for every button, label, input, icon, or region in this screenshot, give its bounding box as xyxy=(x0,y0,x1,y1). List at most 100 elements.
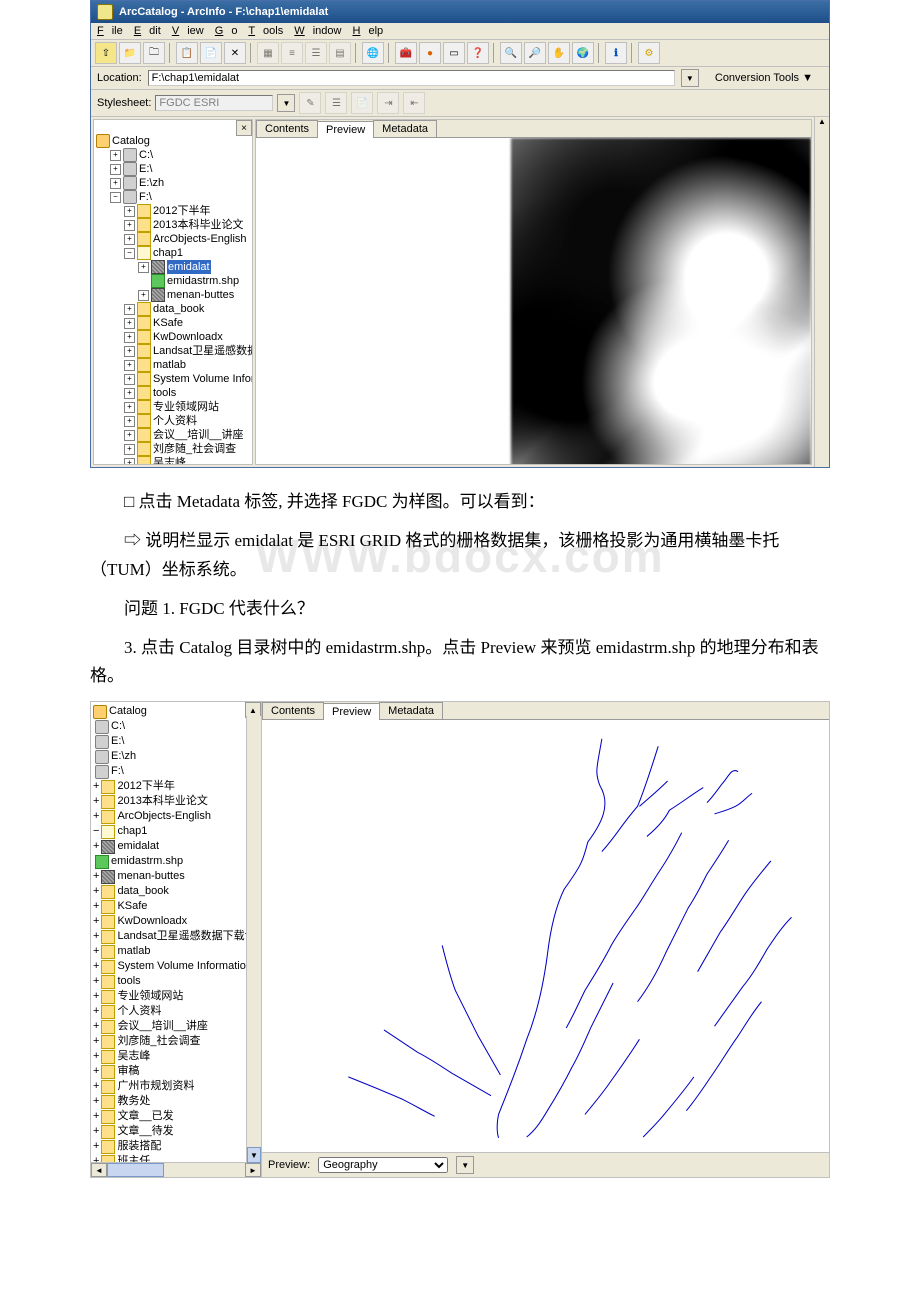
tree-item-emidastrm[interactable]: emidastrm.shp xyxy=(96,274,250,288)
tree-folder[interactable]: +文章__已发 xyxy=(93,1109,259,1124)
identify-icon[interactable]: ℹ xyxy=(605,42,627,64)
menu-go[interactable]: Go xyxy=(215,25,238,37)
tree-drive-ezh[interactable]: +E:\zh xyxy=(96,176,250,190)
tree-folder[interactable]: +ArcObjects-English xyxy=(93,809,259,824)
tree-folder[interactable]: +刘彦随_社会调查 xyxy=(93,1034,259,1049)
tree-folder[interactable]: +System Volume Information xyxy=(93,959,259,974)
tree-drive-e[interactable]: +E:\ xyxy=(96,162,250,176)
pan-icon[interactable]: ✋ xyxy=(548,42,570,64)
geoprocessing-icon[interactable]: ⚙ xyxy=(638,42,660,64)
vscroll-up-icon[interactable]: ▲ xyxy=(814,117,829,467)
tree-folder[interactable]: +吴志峰 xyxy=(96,456,250,465)
metadata-props-icon[interactable]: ☰ xyxy=(325,92,347,114)
tree-folder[interactable]: +2013本科毕业论文 xyxy=(93,794,259,809)
tree-folder[interactable]: +个人资料 xyxy=(96,414,250,428)
tree-folder[interactable]: +tools xyxy=(93,974,259,989)
location-dropdown-icon[interactable]: ▼ xyxy=(681,69,699,87)
tab-contents[interactable]: Contents xyxy=(256,120,318,137)
thumbnails-icon[interactable]: ▤ xyxy=(329,42,351,64)
menu-window[interactable]: Window xyxy=(294,25,341,37)
tree-folder[interactable]: +会议__培训__讲座 xyxy=(93,1019,259,1034)
tree-folder[interactable]: +会议__培训__讲座 xyxy=(96,428,250,442)
toolbox-icon[interactable]: 🧰 xyxy=(395,42,417,64)
tab-preview[interactable]: Preview xyxy=(317,121,374,138)
close-tree-icon[interactable]: × xyxy=(236,120,252,136)
tree-folder-chap1[interactable]: −chap1 xyxy=(96,246,250,260)
tree-item-menan[interactable]: +menan-buttes xyxy=(96,288,250,302)
tree-folder[interactable]: +教务处 xyxy=(93,1094,259,1109)
tree-drive-e[interactable]: E:\ xyxy=(93,734,259,749)
tree-folder[interactable]: +KSafe xyxy=(93,899,259,914)
tree-folder[interactable]: +ArcObjects-English xyxy=(96,232,250,246)
vscroll-down-icon[interactable]: ▼ xyxy=(247,1147,261,1163)
tree-folder[interactable]: +KwDownloadx xyxy=(93,914,259,929)
copy-icon[interactable]: 📋 xyxy=(176,42,198,64)
hscroll-left-icon[interactable]: ◄ xyxy=(91,1163,107,1177)
tree-item-emidalat[interactable]: +emidalat xyxy=(93,839,259,854)
import-metadata-icon[interactable]: ⇥ xyxy=(377,92,399,114)
tree-folder[interactable]: +专业领域网站 xyxy=(96,400,250,414)
menu-edit[interactable]: Edit xyxy=(134,25,161,37)
tree-folder[interactable]: +data_book xyxy=(93,884,259,899)
tree-drive-f[interactable]: −F:\ xyxy=(96,190,250,204)
tree-folder[interactable]: +吴志峰 xyxy=(93,1049,259,1064)
help-icon[interactable]: ❓ xyxy=(467,42,489,64)
tree-folder[interactable]: +2012下半年 xyxy=(93,779,259,794)
edit-metadata-icon[interactable]: ✎ xyxy=(299,92,321,114)
tab-metadata[interactable]: Metadata xyxy=(373,120,437,137)
tree-folder[interactable]: +专业领域网站 xyxy=(93,989,259,1004)
details-icon[interactable]: ☰ xyxy=(305,42,327,64)
tree-folder[interactable]: +Landsat卫星遥感数据下载说明 xyxy=(93,929,259,944)
hscroll-thumb[interactable] xyxy=(107,1163,164,1177)
disconnect-folder-icon[interactable]: 🗀 xyxy=(143,42,165,64)
large-icons-icon[interactable]: ▦ xyxy=(257,42,279,64)
create-metadata-icon[interactable]: 📄 xyxy=(351,92,373,114)
tree-item-emidalat[interactable]: +emidalat xyxy=(96,260,250,274)
tree-drive-f[interactable]: F:\ xyxy=(93,764,259,779)
list-icon[interactable]: ≡ xyxy=(281,42,303,64)
globe-icon[interactable]: ● xyxy=(419,42,441,64)
preview-mode-select[interactable]: Geography xyxy=(318,1157,448,1173)
menu-tools[interactable]: Tools xyxy=(248,25,283,37)
tree-root[interactable]: Catalog xyxy=(93,704,259,719)
tree-drive-c[interactable]: +C:\ xyxy=(96,148,250,162)
delete-icon[interactable]: ✕ xyxy=(224,42,246,64)
window-icon[interactable]: ▭ xyxy=(443,42,465,64)
menu-help[interactable]: Help xyxy=(353,25,384,37)
zoom-in-icon[interactable]: 🔍 xyxy=(500,42,522,64)
tree-folder[interactable]: +个人资料 xyxy=(93,1004,259,1019)
tree-folder[interactable]: +2013本科毕业论文 xyxy=(96,218,250,232)
tree-folder[interactable]: +审稿 xyxy=(93,1064,259,1079)
tree-folder[interactable]: +Landsat卫星遥感数据下载说明 xyxy=(96,344,250,358)
tree-folder[interactable]: +广州市规划资料 xyxy=(93,1079,259,1094)
location-input[interactable] xyxy=(148,70,675,86)
tab-metadata[interactable]: Metadata xyxy=(379,702,443,719)
tab-contents[interactable]: Contents xyxy=(262,702,324,719)
export-metadata-icon[interactable]: ⇤ xyxy=(403,92,425,114)
tree-drive-ezh[interactable]: E:\zh xyxy=(93,749,259,764)
conversion-tools-menu[interactable]: Conversion Tools ▼ xyxy=(705,72,823,84)
tree-drive-c[interactable]: C:\ xyxy=(93,719,259,734)
tree-vscroll[interactable]: ▼ xyxy=(246,716,261,1163)
tree-folder[interactable]: +tools xyxy=(96,386,250,400)
tree-folder[interactable]: +System Volume Information xyxy=(96,372,250,386)
tree-folder-chap1[interactable]: −chap1 xyxy=(93,824,259,839)
tree-folder[interactable]: +服装搭配 xyxy=(93,1139,259,1154)
launch-arcmap-icon[interactable]: 🌐 xyxy=(362,42,384,64)
preview-mode-dropdown-icon[interactable]: ▼ xyxy=(456,1156,474,1174)
stylesheet-dropdown-icon[interactable]: ▼ xyxy=(277,94,295,112)
full-extent-icon[interactable]: 🌍 xyxy=(572,42,594,64)
zoom-out-icon[interactable]: 🔎 xyxy=(524,42,546,64)
tree-folder[interactable]: +matlab xyxy=(96,358,250,372)
paste-icon[interactable]: 📄 xyxy=(200,42,222,64)
tree-root[interactable]: Catalog xyxy=(96,134,250,148)
tree-item-menan[interactable]: +menan-buttes xyxy=(93,869,259,884)
menu-file[interactable]: File xyxy=(97,25,123,37)
tree-folder[interactable]: +matlab xyxy=(93,944,259,959)
tree-folder[interactable]: +data_book xyxy=(96,302,250,316)
tree-item-emidastrm[interactable]: emidastrm.shp xyxy=(93,854,259,869)
hscroll-right-icon[interactable]: ► xyxy=(245,1163,261,1177)
tree-hscroll[interactable]: ◄ ► xyxy=(91,1162,261,1177)
tree-folder[interactable]: +文章__待发 xyxy=(93,1124,259,1139)
up-folder-icon[interactable]: ⇧ xyxy=(95,42,117,64)
